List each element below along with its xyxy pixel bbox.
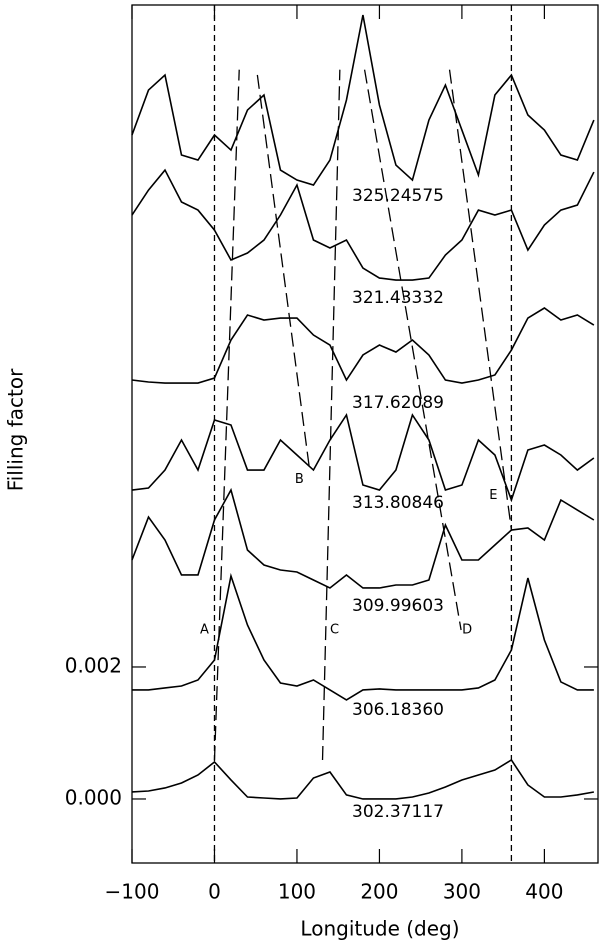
series-line bbox=[131, 168, 595, 281]
series-label: 309.99603 bbox=[352, 596, 444, 616]
track-line bbox=[213, 69, 240, 761]
series-line bbox=[131, 413, 595, 503]
track-line bbox=[256, 74, 310, 468]
series-line bbox=[132, 572, 594, 701]
series-line bbox=[131, 14, 595, 186]
series-label: 321.43332 bbox=[352, 288, 444, 308]
x-tick-label: −100 bbox=[105, 880, 160, 904]
series-line bbox=[131, 487, 595, 589]
series-label: 306.18360 bbox=[352, 700, 444, 720]
series-label: 313.80846 bbox=[352, 493, 444, 513]
track-label: C bbox=[330, 623, 339, 638]
track-label: A bbox=[200, 623, 209, 638]
x-tick-label: 100 bbox=[278, 880, 316, 904]
series-label: 325.24575 bbox=[352, 186, 444, 206]
series-line bbox=[131, 307, 595, 384]
plot-frame bbox=[131, 4, 599, 864]
x-tick-label: 200 bbox=[360, 880, 398, 904]
track-label: B bbox=[295, 472, 304, 487]
series-label: 317.62089 bbox=[352, 393, 444, 413]
x-tick-label: 400 bbox=[525, 880, 563, 904]
track-line bbox=[363, 69, 462, 631]
x-tick-label: 300 bbox=[443, 880, 481, 904]
track-line bbox=[448, 69, 513, 530]
y-axis-label: Filling factor bbox=[4, 368, 28, 491]
x-axis-label: Longitude (deg) bbox=[300, 917, 459, 941]
x-tick-label: 0 bbox=[208, 880, 221, 904]
y-tick-label: 0.002 bbox=[65, 653, 122, 677]
series-label: 302.37117 bbox=[352, 802, 444, 822]
series-line bbox=[131, 758, 595, 800]
y-tick-label: 0.000 bbox=[65, 785, 122, 809]
track-line bbox=[321, 69, 341, 761]
track-label: D bbox=[462, 623, 472, 638]
track-label: E bbox=[489, 488, 497, 503]
